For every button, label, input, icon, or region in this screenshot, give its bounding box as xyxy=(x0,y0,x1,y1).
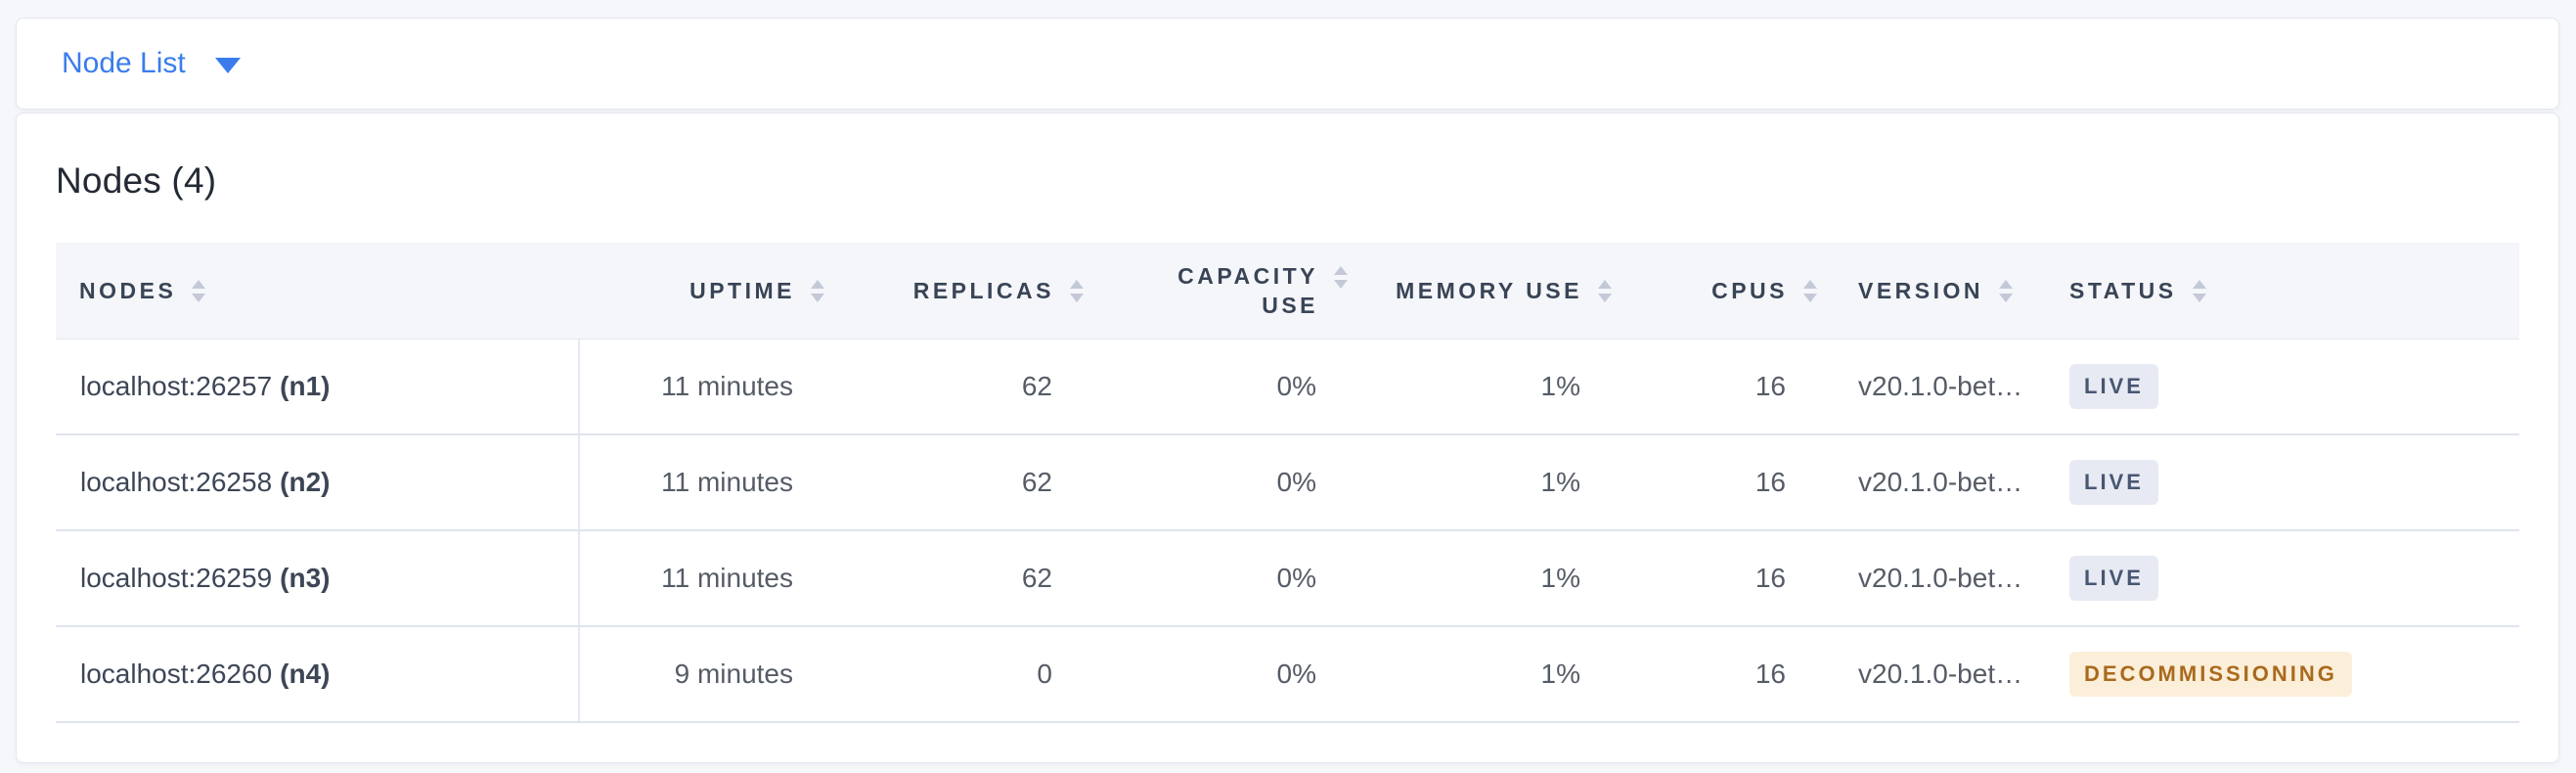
sort-arrows-icon xyxy=(1999,279,2014,302)
cell-cpus: 16 xyxy=(1754,659,1786,689)
cell-cpus: 16 xyxy=(1754,563,1786,593)
cell-nodes[interactable]: localhost:26259 (n3) xyxy=(56,531,580,625)
column-header-label: CPUS xyxy=(1711,277,1788,303)
sort-arrows-icon xyxy=(1803,279,1817,302)
cell-nodes[interactable]: localhost:26257 (n1) xyxy=(56,340,580,433)
sort-arrows-icon xyxy=(1070,279,1084,302)
node-id: (n2) xyxy=(280,467,331,497)
cell-uptime: 11 minutes xyxy=(661,371,793,401)
cell-cpus: 16 xyxy=(1754,371,1786,401)
cell-uptime: 11 minutes xyxy=(661,467,793,497)
cell-replicas: 62 xyxy=(1021,563,1052,593)
table-row: localhost:26260 (n4) 9 minutes 0 0% 1% 16 v20.1… xyxy=(56,627,2519,723)
sort-arrows-icon xyxy=(1334,266,1348,289)
column-header-label: STATUS xyxy=(2069,277,2177,303)
table-row: localhost:26257 (n1) 11 minutes 62 0% 1% 16 v20… xyxy=(56,340,2519,435)
cell-uptime: 9 minutes xyxy=(674,659,793,689)
cell-version: v20.1.0-bet… xyxy=(1858,563,2023,593)
column-header-label: UPTIME xyxy=(689,277,795,303)
cell-version: v20.1.0-bet… xyxy=(1858,467,2023,497)
column-header-label: CAPACITY USE xyxy=(1177,263,1318,318)
cell-memory_use: 1% xyxy=(1540,659,1580,689)
view-dropdown-label: Node List xyxy=(62,47,186,79)
cell-replicas: 62 xyxy=(1021,371,1052,401)
cell-uptime: 11 minutes xyxy=(661,563,793,593)
table-body: localhost:26257 (n1) 11 minutes 62 0% 1% 16 v20… xyxy=(56,340,2519,723)
column-header-status[interactable]: STATUS xyxy=(2056,243,2519,339)
cell-version: v20.1.0-bet… xyxy=(1858,371,2023,401)
cell-capacity_use: 0% xyxy=(1276,563,1316,593)
node-address: localhost:26258 xyxy=(80,467,273,497)
column-header-version[interactable]: VERSION xyxy=(1831,243,2056,339)
column-header-capacity_use[interactable]: CAPACITY USE xyxy=(1097,243,1361,339)
column-header-nodes[interactable]: NODES xyxy=(56,243,580,339)
cell-status: LIVE xyxy=(2056,531,2519,625)
cell-nodes[interactable]: localhost:26260 (n4) xyxy=(56,627,580,721)
cell-capacity_use: 0% xyxy=(1276,467,1316,497)
column-header-label: MEMORY USE xyxy=(1396,277,1582,303)
nodes-card: Nodes (4) NODES UPTIME REPLICAS CAPACITY US… xyxy=(16,113,2559,763)
view-selector-bar: Node List xyxy=(16,18,2559,110)
cell-memory_use: 1% xyxy=(1540,563,1580,593)
sort-arrows-icon xyxy=(192,279,206,302)
nodes-table: NODES UPTIME REPLICAS CAPACITY USE MEMORY US… xyxy=(56,243,2519,723)
status-badge: LIVE xyxy=(2069,460,2158,505)
cell-replicas: 0 xyxy=(1037,659,1052,689)
column-header-replicas[interactable]: REPLICAS xyxy=(838,243,1097,339)
column-header-label: REPLICAS xyxy=(912,277,1054,303)
column-header-cpus[interactable]: CPUS xyxy=(1625,243,1831,339)
cell-version: v20.1.0-bet… xyxy=(1858,659,2023,689)
column-header-uptime[interactable]: UPTIME xyxy=(580,243,838,339)
cell-status: LIVE xyxy=(2056,340,2519,433)
cell-replicas: 62 xyxy=(1021,467,1052,497)
sort-arrows-icon xyxy=(811,279,824,302)
node-id: (n3) xyxy=(280,563,331,593)
sort-arrows-icon xyxy=(2192,279,2206,302)
cell-nodes[interactable]: localhost:26258 (n2) xyxy=(56,435,580,529)
section-title: Nodes (4) xyxy=(56,160,217,201)
column-header-memory_use[interactable]: MEMORY USE xyxy=(1361,243,1625,339)
status-badge: DECOMMISSIONING xyxy=(2069,652,2352,697)
cell-cpus: 16 xyxy=(1754,467,1786,497)
table-row: localhost:26259 (n3) 11 minutes 62 0% 1% 16 v20… xyxy=(56,531,2519,627)
node-address: localhost:26257 xyxy=(80,371,273,401)
cell-status: DECOMMISSIONING xyxy=(2056,627,2519,721)
node-id: (n4) xyxy=(280,659,331,689)
cell-memory_use: 1% xyxy=(1540,371,1580,401)
node-id: (n1) xyxy=(280,371,331,401)
table-row: localhost:26258 (n2) 11 minutes 62 0% 1% 16 v20… xyxy=(56,435,2519,531)
cell-capacity_use: 0% xyxy=(1276,659,1316,689)
column-header-label: VERSION xyxy=(1858,277,1984,303)
sort-arrows-icon xyxy=(1598,279,1612,302)
column-header-label: NODES xyxy=(79,277,177,303)
status-badge: LIVE xyxy=(2069,556,2158,601)
status-badge: LIVE xyxy=(2069,364,2158,409)
view-dropdown[interactable]: Node List xyxy=(62,47,241,80)
node-address: localhost:26260 xyxy=(80,659,273,689)
table-header-row: NODES UPTIME REPLICAS CAPACITY USE MEMORY US… xyxy=(56,243,2519,340)
cell-memory_use: 1% xyxy=(1540,467,1580,497)
cell-status: LIVE xyxy=(2056,435,2519,529)
chevron-down-icon xyxy=(214,58,241,73)
node-address: localhost:26259 xyxy=(80,563,273,593)
cell-capacity_use: 0% xyxy=(1276,371,1316,401)
